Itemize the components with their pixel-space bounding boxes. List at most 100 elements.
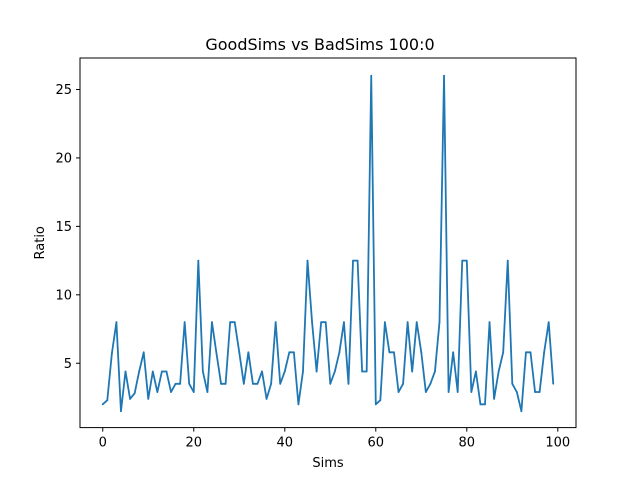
data-point [534,391,536,393]
y-tick-label: 20 [55,151,72,166]
data-point [324,321,327,324]
data-point [151,370,154,373]
data-point [115,321,118,324]
data-point [370,74,373,77]
y-tick-label: 25 [55,83,72,98]
data-point [338,351,341,354]
x-tick-label: 20 [185,436,202,451]
data-point [443,74,445,77]
data-point [474,370,477,373]
series-line [102,74,555,413]
data-point [142,351,145,354]
data-point [138,370,141,373]
data-point [311,321,313,324]
data-point [261,370,263,373]
axes-frame [79,57,577,429]
y-tick-label: 10 [55,288,72,303]
data-point [402,382,404,385]
data-point [333,370,336,373]
data-point [479,403,482,406]
data-point [211,321,213,324]
data-point [415,321,418,324]
y-tick-label: 15 [55,220,72,235]
y-axis-ticks: 5 10 15 20 25 [55,83,80,372]
data-point [197,259,200,262]
data-point [229,321,232,324]
data-point [161,370,163,373]
data-point [242,382,245,385]
plot-area [79,57,577,429]
data-point [320,321,323,324]
data-point [270,382,273,385]
data-point [456,391,459,393]
y-tick-label: 5 [64,357,72,372]
data-point [224,382,227,385]
data-point [274,321,277,324]
data-point [124,370,127,373]
data-point [183,321,186,324]
data-point [388,351,391,354]
data-point [252,382,254,385]
data-point [529,351,532,354]
data-point [461,259,464,262]
data-point [147,397,150,400]
data-point [434,370,436,373]
data-point [170,391,172,393]
data-point [129,397,131,400]
data-point [511,382,514,385]
data-point [292,351,295,354]
data-point [470,391,473,393]
data-point [411,370,414,373]
data-point [165,370,168,373]
data-point [302,370,304,373]
data-point [247,351,250,354]
data-point [538,391,541,393]
data-point [543,351,546,354]
data-point [279,382,282,385]
data-point [356,259,359,262]
data-point [552,382,555,385]
data-point [179,382,182,385]
data-point [502,351,505,354]
data-point [361,370,364,373]
chart-title: GoodSims vs BadSims 100:0 [205,35,434,54]
data-point [265,397,268,400]
data-point [297,403,300,406]
data-point [352,259,354,262]
data-point [420,351,423,354]
data-point [220,382,222,385]
data-point [520,410,523,413]
data-point [315,370,318,373]
data-point [347,382,350,385]
x-axis-label: Sims [312,456,344,471]
data-point [238,351,241,354]
data-point [120,410,122,413]
data-point [506,259,509,262]
data-point [484,403,486,406]
data-point [406,321,409,324]
data-point [515,391,518,393]
data-point [438,321,441,324]
data-point [233,321,236,324]
data-point [192,391,195,393]
x-tick-label: 0 [99,436,107,451]
data-point [306,259,309,262]
x-axis-ticks: 0 20 40 60 80 100 [99,427,570,451]
data-point [424,391,427,393]
data-point [283,370,286,373]
data-point [365,370,368,373]
data-point [429,382,432,385]
data-point [447,391,450,393]
data-point [465,259,468,262]
data-point [525,351,527,354]
data-point [493,397,495,400]
data-point [256,382,259,385]
data-point [452,351,455,354]
data-point [393,351,395,354]
data-point [101,403,104,406]
data-point [201,370,204,373]
data-point [547,321,550,324]
x-tick-label: 60 [368,436,385,451]
